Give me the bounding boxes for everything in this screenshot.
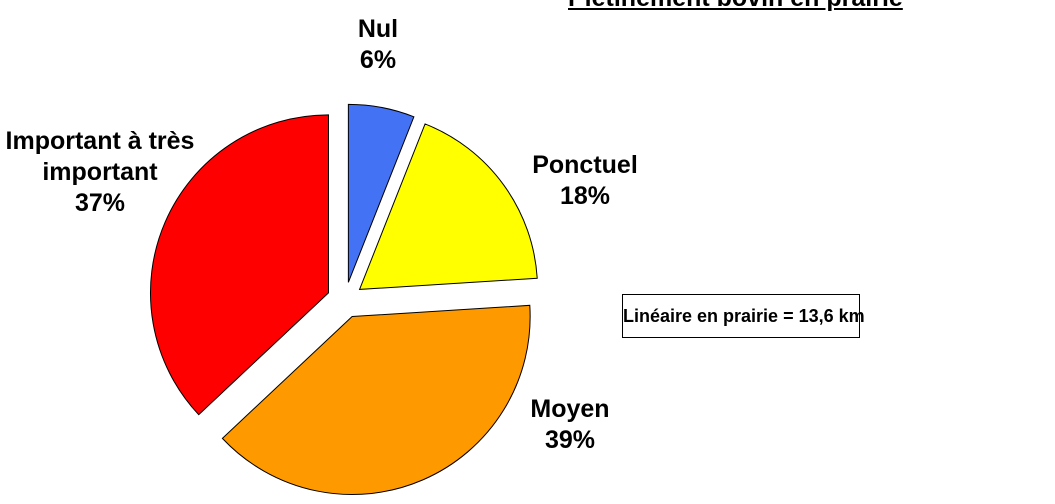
slice-label: Moyen 39% <box>500 394 640 456</box>
value-label: 18% <box>559 182 611 210</box>
chart-title: Piétinement bovin en prairie <box>568 0 903 13</box>
pie-slice <box>150 114 329 416</box>
annotation: Linéaire en prairie = 13,6 km <box>622 294 865 338</box>
category-label: Nul <box>357 15 399 43</box>
pie-slice <box>347 103 415 283</box>
value-label: 37% <box>74 189 126 217</box>
category-label: Moyen <box>530 395 610 423</box>
value-label: 6% <box>359 46 397 74</box>
slice-label: Nul 6% <box>318 14 438 76</box>
pie-slice <box>358 123 538 290</box>
slice-label: Ponctuel 18% <box>510 150 660 212</box>
category-label: Important à très important <box>5 127 195 186</box>
pie-slice <box>221 304 531 495</box>
slice-label: Important à très important 37% <box>0 126 200 219</box>
value-label: 39% <box>544 426 596 454</box>
category-label: Ponctuel <box>532 151 638 179</box>
